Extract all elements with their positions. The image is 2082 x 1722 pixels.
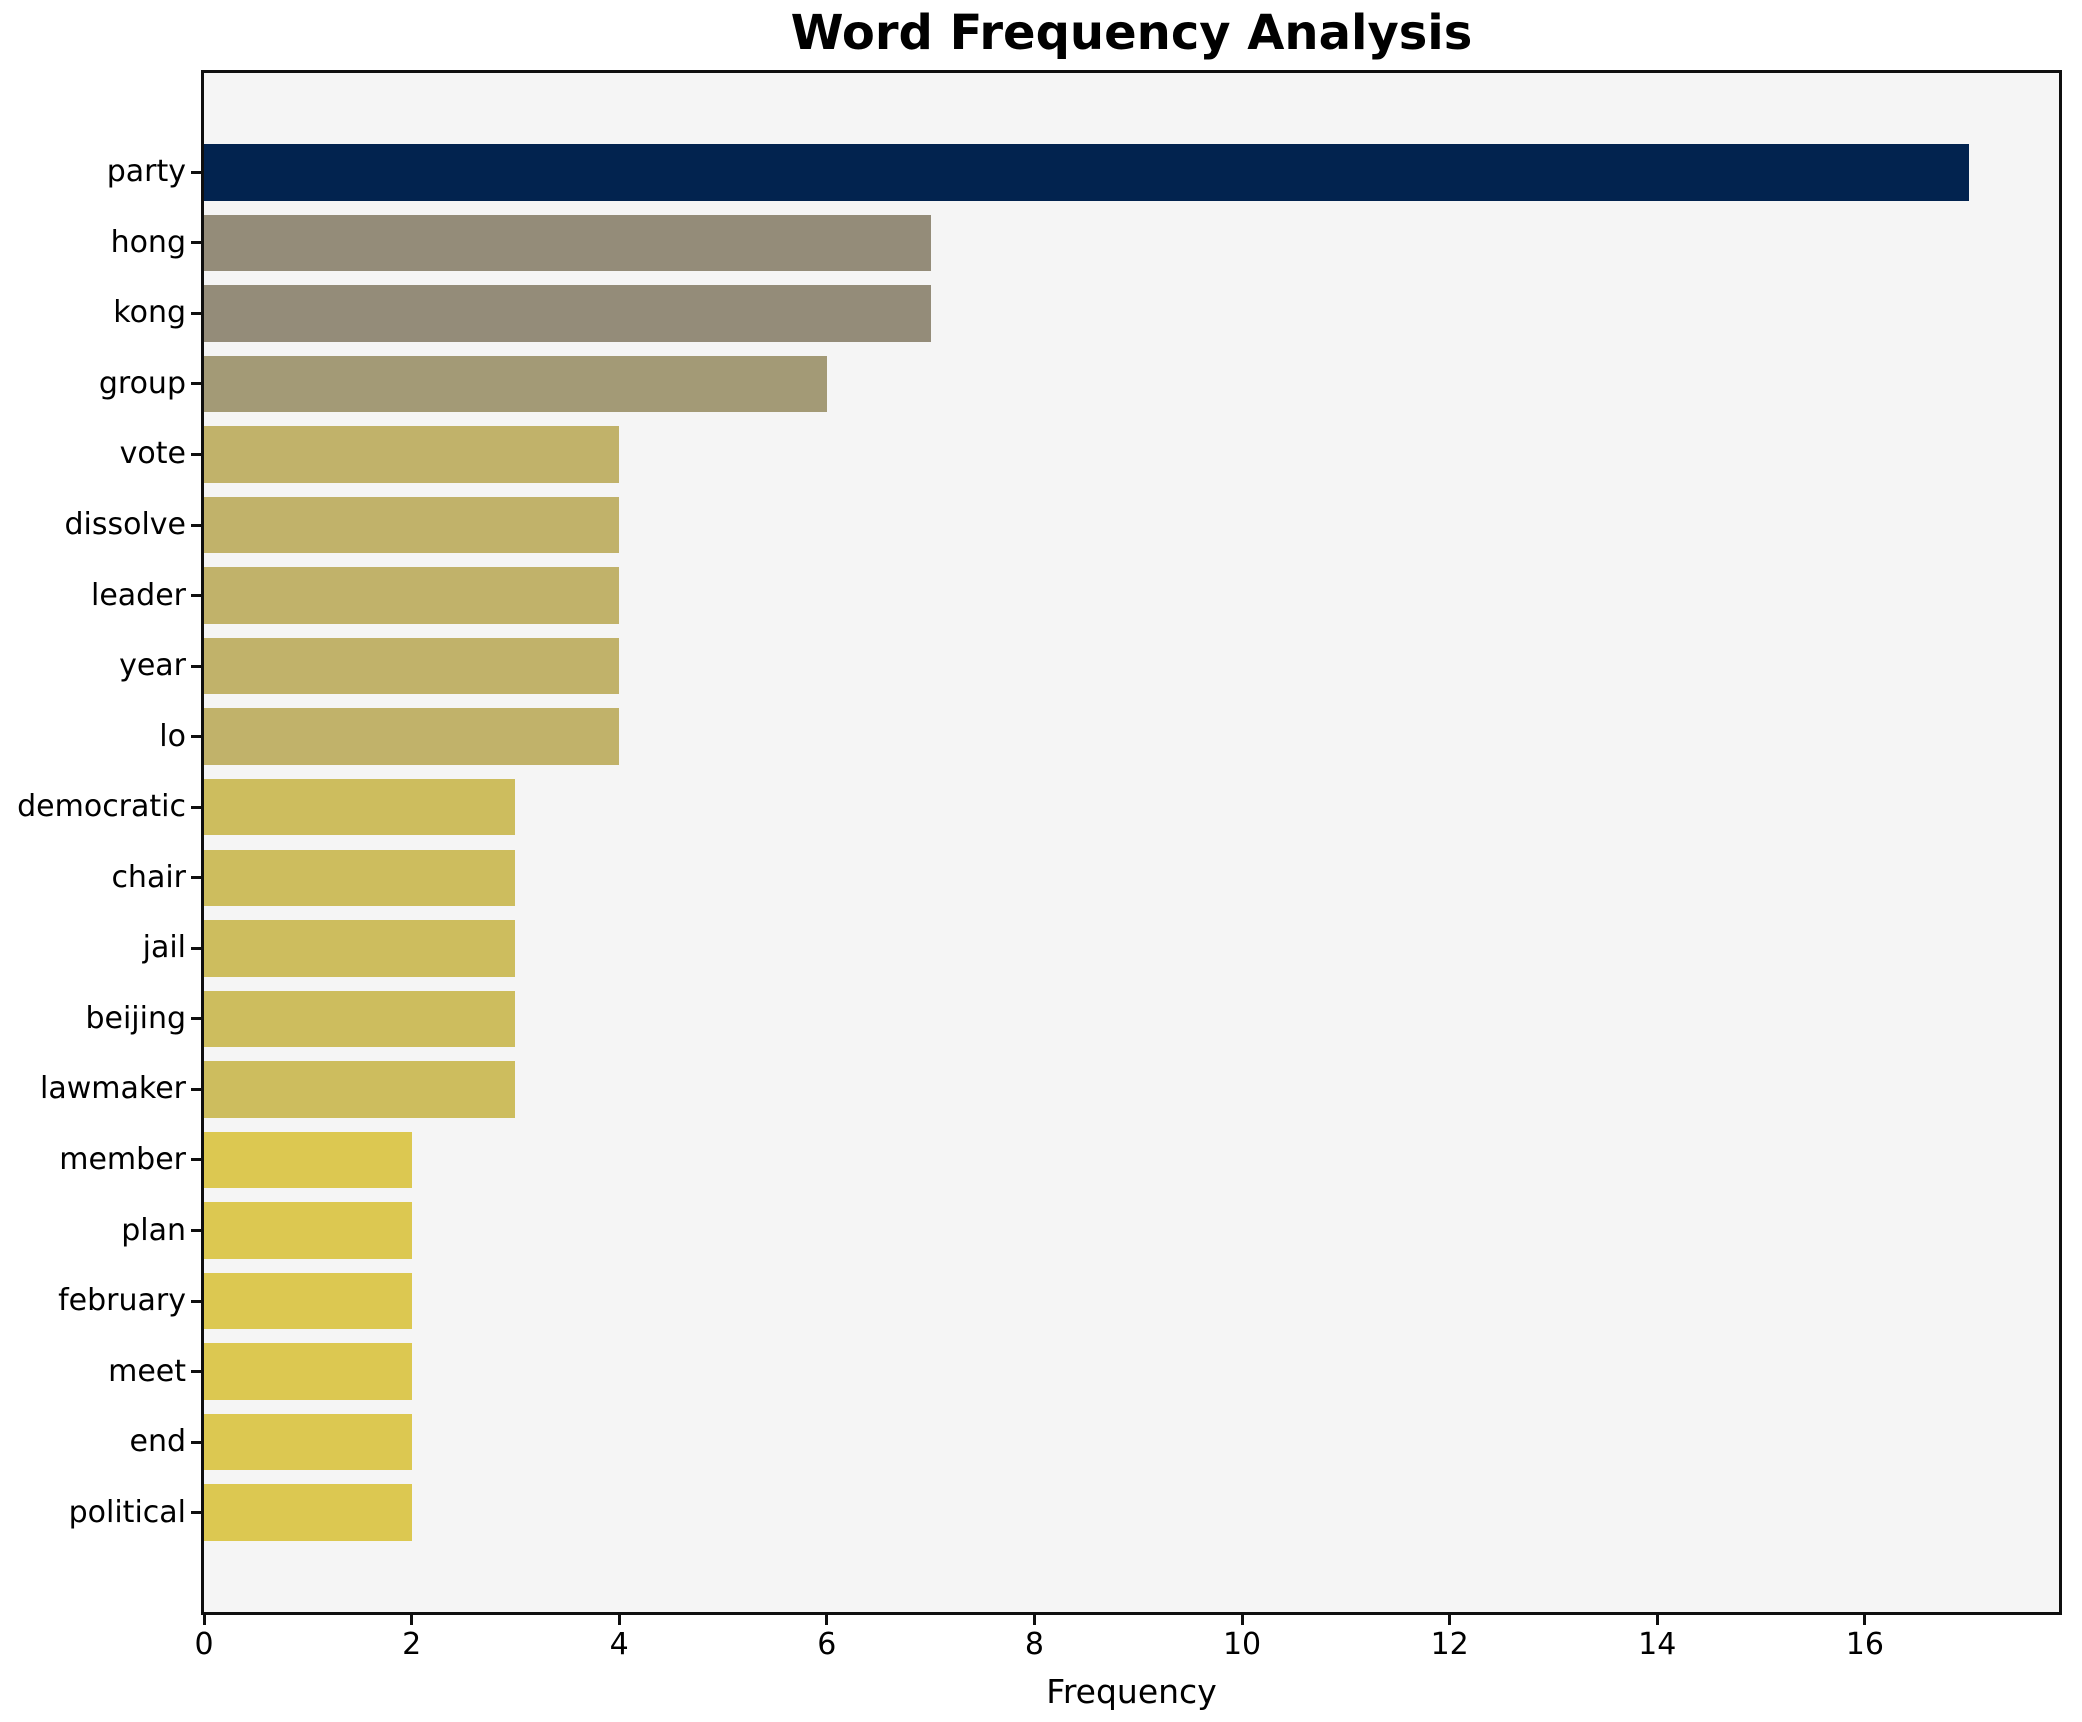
x-tick-mark <box>1448 1614 1452 1625</box>
y-tick-mark <box>191 805 201 809</box>
bar-end <box>204 1413 412 1471</box>
y-tick-label-year: year <box>119 648 186 684</box>
bar-vote <box>204 426 620 483</box>
bar-february <box>204 1272 412 1330</box>
y-tick-mark <box>191 1511 201 1515</box>
y-tick-mark <box>191 1017 201 1021</box>
x-tick-label-8: 8 <box>1024 1627 1044 1662</box>
x-tick-label-16: 16 <box>1845 1627 1884 1662</box>
y-tick-mark <box>191 241 201 245</box>
x-tick-label-12: 12 <box>1430 1627 1469 1662</box>
y-tick-mark <box>191 876 201 880</box>
x-tick-mark <box>1240 1614 1244 1625</box>
bar-member <box>204 1131 412 1189</box>
bar-hong <box>204 214 931 272</box>
y-tick-mark <box>191 1087 201 1091</box>
x-tick-mark <box>1655 1614 1659 1625</box>
x-tick-mark <box>825 1614 829 1625</box>
y-tick-mark <box>191 1229 201 1233</box>
x-tick-label-6: 6 <box>817 1627 837 1662</box>
y-tick-label-dissolve: dissolve <box>64 507 186 543</box>
y-tick-label-member: member <box>59 1141 186 1177</box>
bar-jail <box>204 920 516 977</box>
bar-plan <box>204 1202 412 1259</box>
y-tick-label-leader: leader <box>90 577 186 613</box>
x-tick-mark <box>617 1614 621 1625</box>
y-tick-label-group: group <box>98 365 186 401</box>
y-tick-mark <box>191 664 201 668</box>
bar-political <box>204 1484 412 1541</box>
y-tick-label-jail: jail <box>142 930 186 966</box>
y-tick-mark <box>191 1370 201 1374</box>
y-tick-label-lawmaker: lawmaker <box>40 1071 186 1107</box>
x-tick-label-2: 2 <box>402 1627 422 1662</box>
y-tick-label-political: political <box>68 1494 186 1530</box>
y-tick-label-february: february <box>58 1283 186 1319</box>
y-tick-mark <box>191 452 201 456</box>
x-tick-mark <box>1032 1614 1036 1625</box>
y-tick-label-end: end <box>129 1424 186 1460</box>
y-tick-label-kong: kong <box>113 295 186 331</box>
y-tick-mark <box>191 382 201 386</box>
y-tick-mark <box>191 735 201 739</box>
x-tick-mark <box>1863 1614 1867 1625</box>
x-tick-label-10: 10 <box>1222 1627 1262 1662</box>
plot-area <box>201 70 2062 1615</box>
bar-meet <box>204 1343 412 1400</box>
bar-lawmaker <box>204 1061 516 1118</box>
y-tick-label-party: party <box>106 154 186 190</box>
y-tick-label-democratic: democratic <box>17 789 186 825</box>
bar-lo <box>204 708 620 765</box>
y-tick-label-meet: meet <box>108 1353 186 1389</box>
y-tick-label-plan: plan <box>121 1212 186 1248</box>
x-axis-label: Frequency <box>1046 1672 1217 1711</box>
bar-beijing <box>204 990 516 1048</box>
y-tick-mark <box>191 523 201 527</box>
bar-party <box>204 144 1969 201</box>
x-tick-mark <box>410 1614 414 1625</box>
x-tick-mark <box>202 1614 206 1625</box>
bar-chair <box>204 849 516 907</box>
y-tick-label-chair: chair <box>111 859 186 895</box>
bar-leader <box>204 567 620 624</box>
y-tick-mark <box>191 1158 201 1162</box>
bar-kong <box>204 285 931 342</box>
x-tick-label-0: 0 <box>194 1627 214 1662</box>
y-tick-label-hong: hong <box>110 224 186 260</box>
y-tick-mark <box>191 1299 201 1303</box>
y-tick-mark <box>191 594 201 598</box>
bar-year <box>204 637 620 695</box>
y-tick-mark <box>191 1440 201 1444</box>
y-tick-label-beijing: beijing <box>85 1000 186 1036</box>
y-tick-label-lo: lo <box>159 718 186 754</box>
bar-group <box>204 355 827 413</box>
bar-democratic <box>204 778 516 836</box>
chart-title: Word Frequency Analysis <box>790 5 1473 61</box>
y-tick-mark <box>191 170 201 174</box>
bar-dissolve <box>204 496 620 554</box>
x-tick-label-14: 14 <box>1638 1627 1677 1662</box>
y-tick-mark <box>191 311 201 315</box>
y-tick-mark <box>191 946 201 950</box>
x-tick-label-4: 4 <box>609 1627 629 1662</box>
y-tick-label-vote: vote <box>119 436 186 472</box>
